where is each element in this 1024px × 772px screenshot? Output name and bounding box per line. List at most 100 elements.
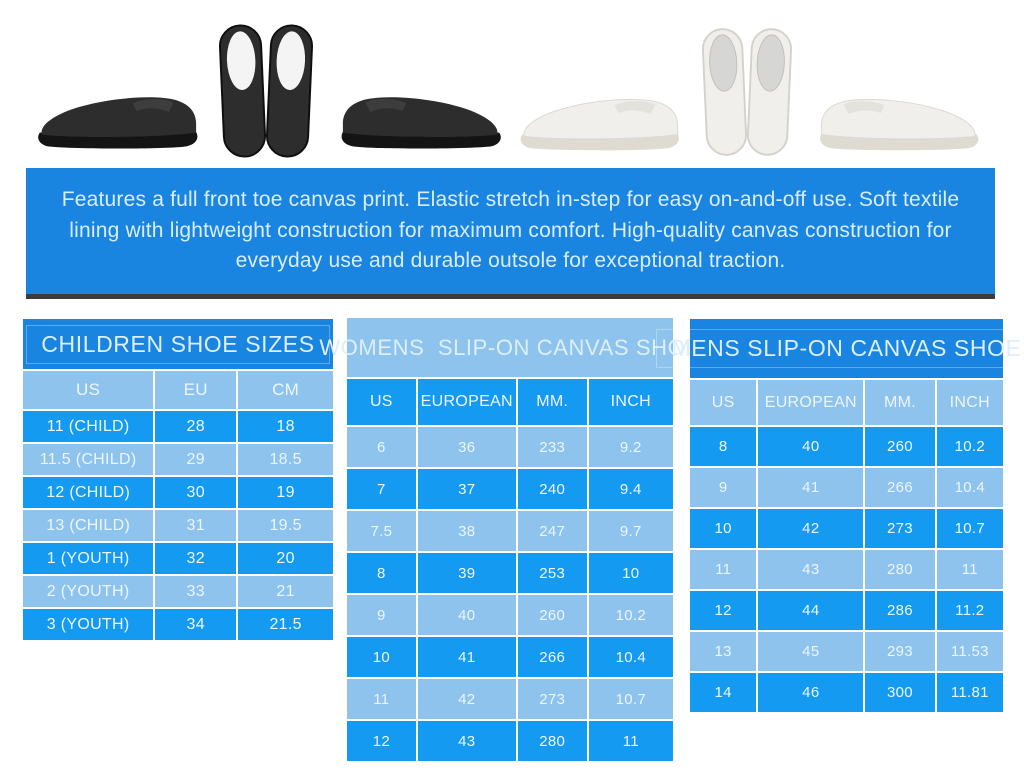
size-cell: 33 (155, 576, 237, 607)
size-cell: 42 (758, 509, 864, 548)
size-cell: 42 (417, 679, 516, 719)
column-header: INCH (936, 380, 1003, 425)
size-cell: 12 (690, 591, 757, 630)
size-cell: 40 (758, 427, 864, 466)
size-cell: 280 (865, 550, 935, 589)
size-cell: 10.4 (936, 468, 1003, 507)
size-cell: 286 (865, 591, 935, 630)
size-cell: 19 (238, 477, 333, 508)
white-slip-on-top-view-pair-image (702, 28, 792, 156)
size-cell: 11.2 (936, 591, 1003, 630)
size-cell: 266 (865, 468, 935, 507)
column-header: MM. (517, 379, 587, 425)
size-cell: 11 (CHILD) (23, 411, 154, 442)
size-cell: 44 (758, 591, 864, 630)
column-header: EU (155, 371, 237, 409)
size-cell: 293 (865, 632, 935, 671)
size-cell: 11.81 (936, 673, 1003, 712)
size-cell: 12 (347, 721, 416, 761)
mens-size-chart-table: US EUROPEAN MM. INCH 8 40 260 10.2 9 41 266 10.4 10 4… (690, 380, 1003, 712)
description-banner: Features a full front toe canvas print. … (26, 168, 995, 299)
black-slip-on-top-view-pair-image (219, 24, 313, 158)
product-gallery (0, 0, 1024, 166)
size-cell: 2 (YOUTH) (23, 576, 154, 607)
column-header: US (347, 379, 416, 425)
size-cell: 8 (690, 427, 757, 466)
womens-size-chart-table: US EUROPEAN MM. INCH 6 36 233 9.2 7 37 240 9.4 7.5 38… (347, 379, 673, 761)
size-cell: 21 (238, 576, 333, 607)
size-cell: 8 (347, 553, 416, 593)
size-cell: 32 (155, 543, 237, 574)
size-cell: 41 (417, 637, 516, 677)
size-cell: 11 (690, 550, 757, 589)
size-cell: 260 (865, 427, 935, 466)
size-cell: 233 (517, 427, 587, 467)
size-cell: 41 (758, 468, 864, 507)
size-cell: 14 (690, 673, 757, 712)
white-slip-on-side-view-left-image (520, 98, 679, 151)
size-cell: 30 (155, 477, 237, 508)
size-cell: 7 (347, 469, 416, 509)
white-slip-on-side-view-right-image (820, 98, 979, 151)
size-cell: 21.5 (238, 609, 333, 640)
size-cell: 300 (865, 673, 935, 712)
column-header: INCH (588, 379, 673, 425)
size-cell: 36 (417, 427, 516, 467)
children-size-chart: CHILDREN SHOE SIZES US EU CM 11 (CHILD) 28 18… (23, 319, 333, 640)
size-cell: 9.2 (588, 427, 673, 467)
size-cell: 43 (758, 550, 864, 589)
size-cell: 18.5 (238, 444, 333, 475)
size-cell: 10.2 (936, 427, 1003, 466)
size-cell: 46 (758, 673, 864, 712)
size-cell: 10.7 (588, 679, 673, 719)
size-cell: 11 (347, 679, 416, 719)
description-text: Features a full front toe canvas print. … (61, 188, 960, 273)
size-cell: 253 (517, 553, 587, 593)
column-header: EUROPEAN (758, 380, 864, 425)
size-cell: 11.53 (936, 632, 1003, 671)
mens-size-chart-title: MENS SLIP-ON CANVAS SHOE (656, 319, 1024, 378)
size-cell: 11.5 (CHILD) (23, 444, 154, 475)
size-cell: 240 (517, 469, 587, 509)
size-cell: 40 (417, 595, 516, 635)
size-cell: 28 (155, 411, 237, 442)
size-cell: 11 (588, 721, 673, 761)
size-cell: 29 (155, 444, 237, 475)
black-slip-on-side-view-left-image (38, 97, 198, 149)
size-cell: 20 (238, 543, 333, 574)
size-cell: 13 (690, 632, 757, 671)
size-cell: 266 (517, 637, 587, 677)
size-cell: 13 (CHILD) (23, 510, 154, 541)
children-size-chart-table: US EU CM 11 (CHILD) 28 18 11.5 (CHILD) 29 18.5 12… (23, 371, 333, 640)
size-cell: 10.2 (588, 595, 673, 635)
column-header: MM. (865, 380, 935, 425)
size-cell: 7.5 (347, 511, 416, 551)
column-header: US (690, 380, 757, 425)
size-cell: 1 (YOUTH) (23, 543, 154, 574)
size-cell: 45 (758, 632, 864, 671)
black-slip-on-side-view-right-image (341, 97, 501, 149)
womens-size-chart: WOMENS SLIP-ON CANVAS SHOE US EUROPEAN MM.… (319, 318, 700, 761)
size-cell: 273 (865, 509, 935, 548)
size-cell: 10 (690, 509, 757, 548)
size-cell: 9.7 (588, 511, 673, 551)
size-cell: 10 (588, 553, 673, 593)
size-cell: 38 (417, 511, 516, 551)
size-cell: 31 (155, 510, 237, 541)
size-cell: 11 (936, 550, 1003, 589)
size-cell: 12 (CHILD) (23, 477, 154, 508)
size-cell: 10.7 (936, 509, 1003, 548)
size-cell: 34 (155, 609, 237, 640)
column-header: EUROPEAN (417, 379, 516, 425)
size-cell: 6 (347, 427, 416, 467)
size-cell: 9.4 (588, 469, 673, 509)
size-cell: 43 (417, 721, 516, 761)
size-cell: 260 (517, 595, 587, 635)
womens-size-chart-title: WOMENS SLIP-ON CANVAS SHOE (319, 318, 700, 377)
size-cell: 10.4 (588, 637, 673, 677)
mens-size-chart: MENS SLIP-ON CANVAS SHOE US EUROPEAN MM. IN… (656, 319, 1024, 712)
size-cell: 39 (417, 553, 516, 593)
size-cell: 9 (347, 595, 416, 635)
size-cell: 18 (238, 411, 333, 442)
